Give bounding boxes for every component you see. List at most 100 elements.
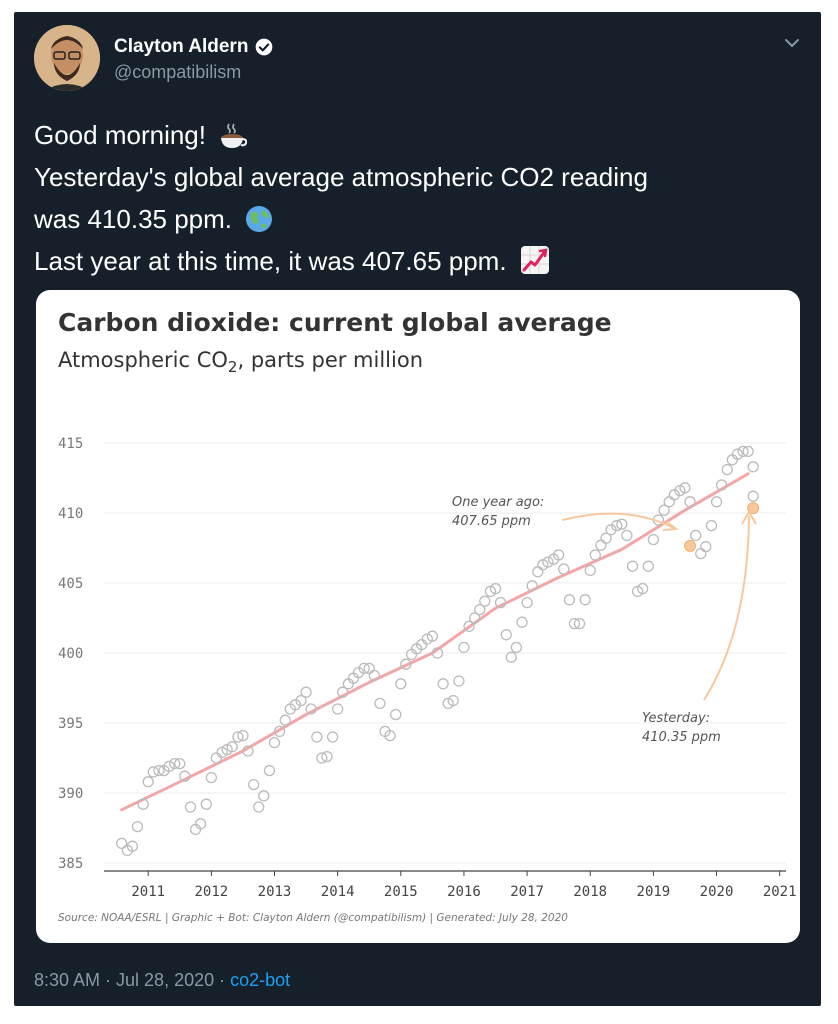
data-point <box>237 729 249 742</box>
data-point <box>747 461 759 473</box>
data-point <box>321 750 333 763</box>
data-point <box>169 757 181 770</box>
data-point <box>210 752 223 764</box>
data-point <box>474 603 486 616</box>
data-point <box>395 678 407 690</box>
chart-title: Carbon dioxide: current global average <box>58 308 612 337</box>
chart-card[interactable]: 385 390 395 400 405 410 415 2011 2012 2013 2014 20… <box>36 290 800 943</box>
verified-badge-icon <box>256 38 273 56</box>
handle[interactable]: @compatibilism <box>114 62 242 82</box>
data-point <box>510 641 523 654</box>
data-point <box>647 533 660 546</box>
data-point <box>163 760 175 773</box>
data-point <box>147 766 159 778</box>
x-tick-label: 2013 <box>258 884 292 900</box>
y-tick-label: 400 <box>58 646 83 662</box>
y-tick-label: 410 <box>58 506 83 522</box>
data-point <box>300 686 312 698</box>
data-point <box>695 547 707 560</box>
data-point <box>200 798 212 810</box>
data-point <box>690 529 702 542</box>
y-tick-label: 385 <box>58 856 83 872</box>
data-point <box>205 771 218 784</box>
yesterday-arrowhead <box>741 510 757 525</box>
avatar-image <box>34 25 100 91</box>
x-tick-label: 2012 <box>194 884 228 900</box>
data-point <box>268 736 281 749</box>
x-tick-label: 2018 <box>573 884 607 900</box>
data-point <box>142 776 154 788</box>
data-point <box>153 764 165 777</box>
data-point <box>611 519 623 532</box>
data-point <box>684 496 696 508</box>
tweet-card: Clayton Aldern @compatibilism Good morni… <box>14 12 821 1006</box>
data-point <box>479 595 491 607</box>
author-row[interactable]: Clayton Aldern <box>114 36 274 58</box>
data-point <box>558 563 570 575</box>
data-point <box>295 694 307 707</box>
tweet-footer: 8:30 AM · Jul 28, 2020 · co2-bot <box>34 970 290 991</box>
tweet-source-link[interactable]: co2-bot <box>230 970 291 990</box>
data-point <box>494 596 507 609</box>
x-tick-label: 2011 <box>131 884 165 900</box>
data-point <box>532 566 544 578</box>
avatar[interactable] <box>34 25 100 91</box>
data-point <box>542 556 554 568</box>
data-point <box>116 837 128 850</box>
data-point <box>563 594 576 606</box>
tweet-text: Good morning! Yesterday's global average… <box>34 114 804 282</box>
data-point <box>352 666 365 679</box>
data-point <box>137 798 149 810</box>
highlight-point-one-year-ago <box>684 539 697 552</box>
data-point <box>595 539 607 551</box>
data-point <box>326 731 339 743</box>
data-point <box>605 524 617 536</box>
data-point <box>131 820 144 833</box>
chart-subtitle: Atmospheric CO2, parts per million <box>58 348 424 377</box>
data-point <box>489 582 502 595</box>
data-point <box>453 675 465 687</box>
data-point <box>331 703 344 715</box>
data-point <box>642 560 654 572</box>
annotation-one-year-ago-value: 407.65 ppm <box>452 514 531 529</box>
tweet-timestamp[interactable]: 8:30 AM · Jul 28, 2020 · <box>34 970 231 990</box>
data-point <box>526 580 538 592</box>
data-point <box>589 549 601 561</box>
data-point <box>194 818 207 830</box>
x-tick-label: 2017 <box>510 884 544 900</box>
data-point <box>463 620 475 633</box>
data-point <box>174 757 186 770</box>
data-point <box>747 490 759 502</box>
data-point <box>374 697 386 710</box>
chevron-down-icon[interactable] <box>783 34 801 52</box>
data-point <box>705 519 718 532</box>
annotation-yesterday-label: Yesterday: <box>642 711 710 726</box>
data-point <box>253 801 265 813</box>
data-point <box>431 647 444 659</box>
data-point <box>358 662 370 675</box>
annotation-one-year-ago-label: One year ago: <box>452 495 544 510</box>
data-point <box>273 725 286 738</box>
data-point <box>305 703 317 715</box>
data-point <box>584 564 596 577</box>
data-point <box>731 448 744 460</box>
data-point <box>637 582 649 595</box>
data-point <box>516 616 528 628</box>
data-point <box>505 651 517 663</box>
highlight-point-yesterday <box>747 502 760 515</box>
data-point <box>568 617 581 630</box>
tweet-line-1: Good morning! <box>34 114 804 156</box>
data-point <box>279 714 291 726</box>
data-point <box>616 518 628 530</box>
chart-source-note: Source: NOAA/ESRL | Graphic + Bot: Clayt… <box>58 912 568 924</box>
y-tick-label: 390 <box>58 786 83 802</box>
x-tick-label: 2020 <box>700 884 734 900</box>
x-tick-label: 2019 <box>637 884 671 900</box>
data-point <box>600 532 612 544</box>
display-name[interactable]: Clayton Aldern <box>114 36 249 57</box>
data-point <box>242 745 254 757</box>
hot-beverage-emoji <box>221 123 248 148</box>
y-tick-label: 415 <box>58 436 83 452</box>
x-tick-label: 2014 <box>321 884 355 900</box>
y-tick-label: 405 <box>58 576 83 592</box>
